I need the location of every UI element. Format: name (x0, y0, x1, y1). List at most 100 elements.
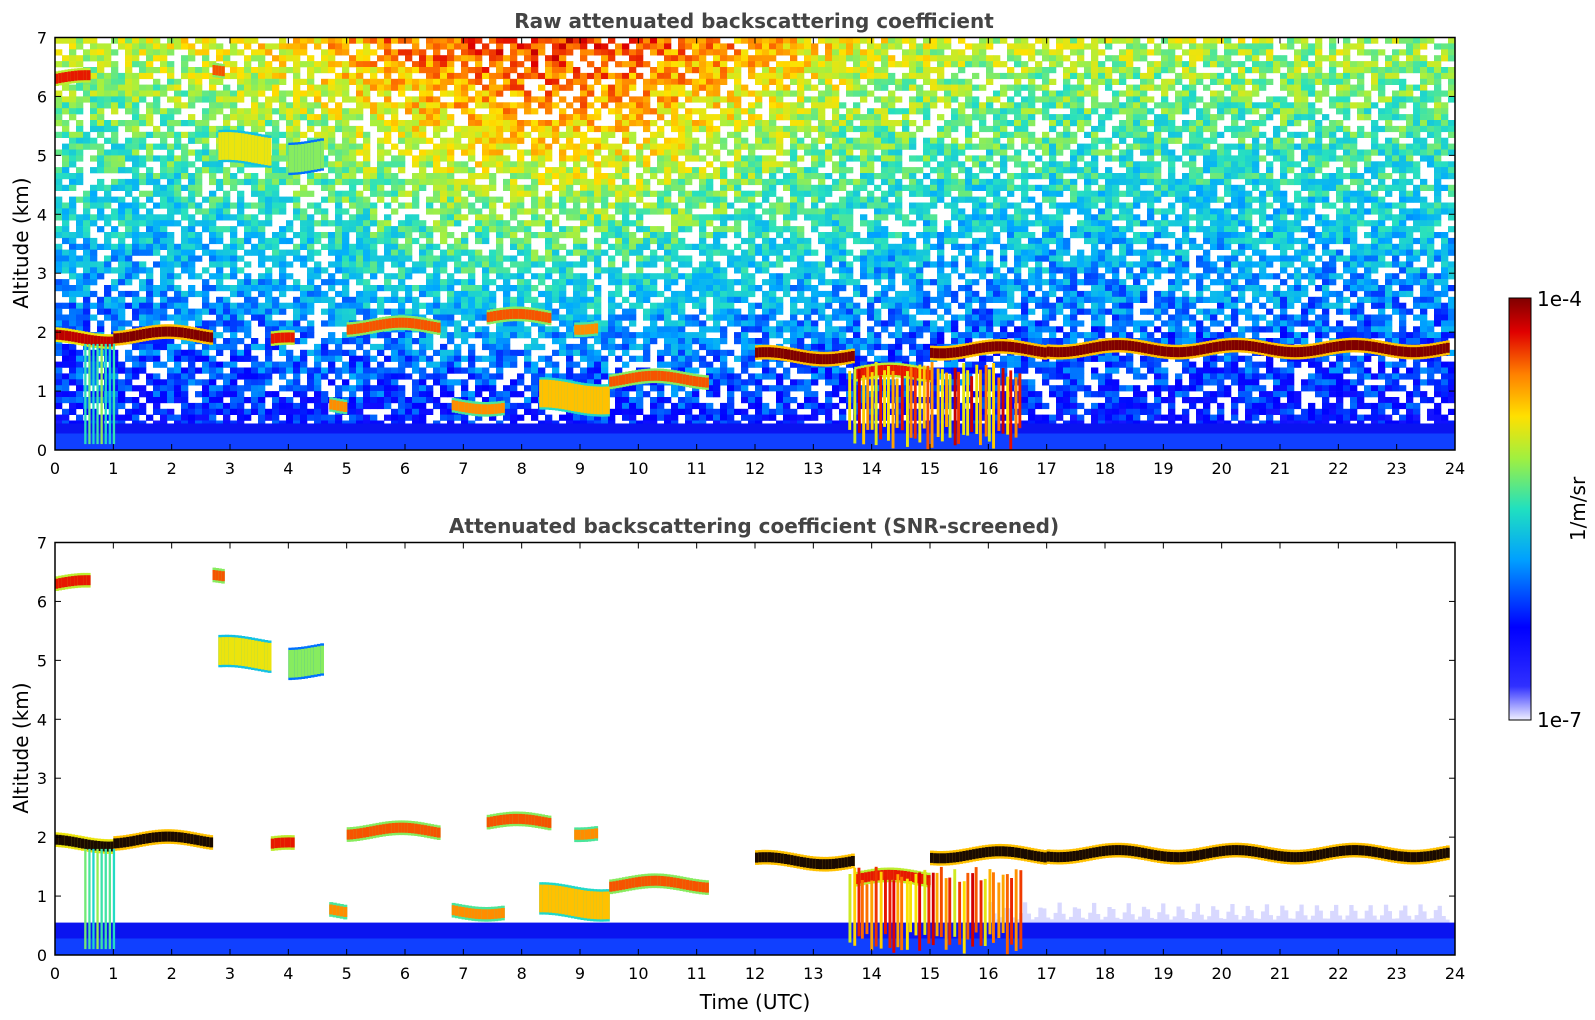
noise-cell (174, 90, 182, 97)
noise-cell (1273, 55, 1281, 62)
noise-cell (524, 149, 532, 156)
noise-cell (1336, 108, 1344, 115)
noise-cell (1343, 208, 1351, 215)
noise-cell (580, 208, 588, 215)
noise-cell (1322, 131, 1330, 138)
noise-cell (1231, 120, 1239, 127)
noise-cell (517, 84, 525, 91)
noise-cell (531, 149, 539, 156)
noise-cell (1042, 143, 1050, 150)
noise-cell (1322, 143, 1330, 150)
noise-cell (1434, 43, 1442, 50)
noise-cell (489, 114, 497, 121)
noise-cell (1266, 143, 1274, 150)
noise-cell (1427, 226, 1435, 233)
noise-cell (664, 167, 672, 174)
noise-cell (97, 226, 105, 233)
noise-cell (363, 161, 371, 168)
noise-cell (538, 131, 546, 138)
noise-cell (1273, 61, 1281, 68)
noise-cell (1238, 190, 1246, 197)
noise-cell (643, 190, 651, 197)
noise-cell (1210, 120, 1218, 127)
noise-cell (1245, 102, 1253, 109)
noise-cell (629, 184, 637, 191)
noise-cell (1098, 208, 1106, 215)
noise-cell (279, 43, 287, 50)
noise-cell (1042, 137, 1050, 144)
noise-cell (804, 43, 812, 50)
noise-cell (1000, 208, 1008, 215)
noise-cell (776, 61, 784, 68)
noise-cell (1049, 226, 1057, 233)
noise-cell (1399, 49, 1407, 56)
noise-cell (1161, 90, 1169, 97)
noise-cell (510, 114, 518, 121)
noise-cell (1350, 161, 1358, 168)
noise-cell (1168, 43, 1176, 50)
noise-cell (874, 96, 882, 103)
noise-cell (265, 208, 273, 215)
noise-cell (685, 78, 693, 85)
noise-cell (132, 226, 140, 233)
noise-cell (1056, 220, 1064, 227)
noise-cell (622, 78, 630, 85)
noise-cell (895, 61, 903, 68)
noise-cell (790, 49, 798, 56)
noise-cell (1378, 178, 1386, 186)
noise-cell (615, 208, 623, 215)
noise-cell (363, 220, 371, 227)
noise-cell (97, 125, 105, 133)
noise-cell (1105, 108, 1113, 115)
noise-cell (1434, 202, 1442, 209)
noise-cell (1140, 196, 1148, 203)
noise-cell (496, 232, 504, 239)
noise-cell (706, 173, 714, 180)
noise-cell (811, 72, 819, 80)
noise-cell (545, 61, 553, 68)
noise-cell (979, 196, 987, 203)
noise-cell (720, 214, 728, 221)
noise-cell (622, 196, 630, 203)
noise-cell (923, 61, 931, 68)
noise-cell (377, 220, 385, 227)
noise-cell (300, 190, 308, 197)
noise-cell (748, 102, 756, 109)
noise-cell (734, 149, 742, 156)
noise-cell (923, 220, 931, 227)
noise-cell (825, 43, 833, 50)
noise-cell (1021, 72, 1029, 80)
noise-cell (769, 120, 777, 127)
noise-cell (1077, 49, 1085, 56)
noise-cell (1189, 102, 1197, 109)
noise-cell (881, 155, 889, 162)
noise-cell (783, 67, 791, 74)
noise-cell (335, 173, 343, 180)
noise-cell (1399, 155, 1407, 162)
noise-cell (1252, 43, 1260, 50)
noise-cell (293, 190, 301, 197)
noise-cell (321, 155, 329, 162)
noise-cell (160, 90, 168, 97)
noise-cell (1196, 43, 1204, 50)
noise-cell (923, 78, 931, 85)
noise-cell (1175, 155, 1183, 162)
noise-cell (818, 184, 826, 191)
noise-cell (1420, 137, 1428, 144)
noise-cell (433, 96, 441, 103)
noise-cell (111, 84, 119, 91)
noise-cell (1084, 184, 1092, 191)
noise-cell (1252, 125, 1260, 133)
noise-cell (1350, 226, 1358, 233)
noise-cell (706, 114, 714, 121)
noise-cell (454, 55, 462, 62)
noise-cell (629, 202, 637, 209)
noise-cell (958, 149, 966, 156)
noise-cell (1007, 173, 1015, 180)
noise-cell (202, 143, 210, 150)
noise-cell (1182, 214, 1190, 221)
noise-cell (643, 143, 651, 150)
noise-cell (363, 178, 371, 186)
noise-cell (860, 72, 868, 80)
noise-cell (454, 131, 462, 138)
